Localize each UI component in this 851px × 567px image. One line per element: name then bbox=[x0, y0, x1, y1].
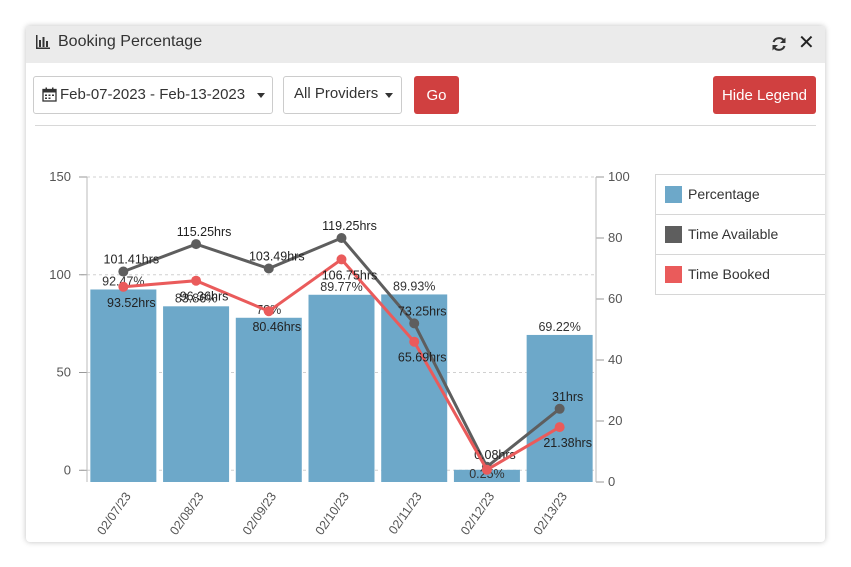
legend-item-percentage[interactable]: Percentage bbox=[656, 175, 825, 215]
line-data-label: 80.46hrs bbox=[252, 320, 301, 334]
widget-header: Booking Percentage ✕ bbox=[26, 26, 825, 63]
line-data-label: 31hrs bbox=[552, 390, 583, 404]
bar-percentage bbox=[163, 306, 230, 482]
point-time-available bbox=[263, 263, 274, 274]
legend-swatch bbox=[665, 186, 682, 203]
legend-label: Time Available bbox=[688, 226, 779, 242]
chart-legend: Percentage Time Available Time Booked bbox=[655, 174, 825, 295]
point-time-available bbox=[118, 266, 129, 277]
booking-chart: 05010015002040608010092.47%83.86%78%89.7… bbox=[49, 169, 630, 538]
line-data-label: 115.25hrs bbox=[177, 225, 232, 239]
hide-legend-button[interactable]: Hide Legend bbox=[713, 76, 816, 114]
point-time-available bbox=[191, 239, 202, 250]
line-data-label: 65.69hrs bbox=[398, 351, 447, 365]
bar-percentage bbox=[90, 289, 157, 482]
toolbar-divider bbox=[35, 125, 816, 126]
x-tick-label: 02/07/23 bbox=[94, 490, 133, 538]
y-right-tick-label: 20 bbox=[608, 413, 622, 428]
y-right-tick-label: 60 bbox=[608, 291, 622, 306]
y-right-tick-label: 100 bbox=[608, 169, 630, 184]
line-data-label: 106.75hrs bbox=[322, 268, 378, 282]
legend-label: Time Booked bbox=[688, 266, 770, 282]
calendar-icon bbox=[42, 87, 57, 102]
x-tick-label: 02/12/23 bbox=[458, 490, 497, 538]
y-left-tick-label: 100 bbox=[49, 267, 71, 282]
bar-data-label: 89.77% bbox=[320, 280, 362, 294]
bar-data-label: 83.86% bbox=[175, 291, 217, 305]
x-tick-label: 02/09/23 bbox=[240, 490, 279, 538]
refresh-icon[interactable] bbox=[770, 35, 788, 53]
point-time-booked bbox=[554, 422, 565, 433]
x-tick-label: 02/13/23 bbox=[531, 490, 570, 538]
line-data-label: 73.25hrs bbox=[398, 304, 447, 318]
chevron-down-icon bbox=[385, 93, 393, 98]
point-time-available bbox=[336, 233, 347, 243]
point-time-booked bbox=[336, 254, 347, 265]
point-time-booked bbox=[409, 336, 420, 347]
booking-percentage-widget: Booking Percentage ✕ Feb-07-2023 - Feb-1… bbox=[26, 26, 825, 542]
bar-percentage bbox=[235, 317, 302, 482]
go-button[interactable]: Go bbox=[414, 76, 459, 114]
legend-label: Percentage bbox=[688, 186, 760, 202]
y-left-tick-label: 50 bbox=[57, 365, 71, 380]
point-time-available bbox=[409, 318, 420, 329]
x-tick-label: 02/10/23 bbox=[313, 490, 352, 538]
legend-item-time-booked[interactable]: Time Booked bbox=[656, 255, 825, 294]
legend-item-time-available[interactable]: Time Available bbox=[656, 215, 825, 255]
point-time-booked bbox=[191, 275, 202, 286]
legend-swatch bbox=[665, 226, 682, 243]
date-range-value: Feb-07-2023 - Feb-13-2023 bbox=[60, 86, 246, 103]
date-range-picker[interactable]: Feb-07-2023 - Feb-13-2023 bbox=[33, 76, 273, 114]
point-time-available bbox=[554, 403, 565, 414]
provider-select-value: All Providers bbox=[294, 85, 379, 102]
close-icon[interactable]: ✕ bbox=[798, 32, 815, 54]
y-right-tick-label: 0 bbox=[608, 474, 615, 489]
x-tick-label: 02/11/23 bbox=[386, 490, 425, 537]
legend-swatch bbox=[665, 266, 682, 283]
bar-chart-icon bbox=[36, 35, 50, 49]
provider-select[interactable]: All Providers bbox=[283, 76, 402, 114]
y-left-tick-label: 0 bbox=[64, 462, 71, 477]
y-right-tick-label: 80 bbox=[608, 230, 622, 245]
line-data-label: 103.49hrs bbox=[249, 250, 305, 264]
bar-percentage bbox=[308, 294, 375, 482]
line-data-label: 119.25hrs bbox=[322, 219, 377, 233]
line-data-label: 93.52hrs bbox=[107, 296, 156, 310]
line-data-label: 96.36hrs bbox=[180, 290, 229, 304]
point-time-booked bbox=[263, 306, 274, 317]
y-left-tick-label: 150 bbox=[49, 169, 71, 184]
bar-data-label: 69.22% bbox=[538, 320, 580, 334]
point-time-booked bbox=[481, 464, 492, 475]
bar-data-label: 89.93% bbox=[393, 279, 435, 293]
x-tick-label: 02/08/23 bbox=[167, 490, 206, 538]
line-data-label: 101.41hrs bbox=[104, 253, 160, 267]
bar-percentage bbox=[453, 469, 520, 482]
chevron-down-icon bbox=[257, 93, 265, 98]
line-data-label: 21.38hrs bbox=[543, 436, 592, 450]
y-right-tick-label: 40 bbox=[608, 352, 622, 367]
widget-title: Booking Percentage bbox=[58, 33, 203, 50]
point-time-booked bbox=[118, 281, 129, 292]
